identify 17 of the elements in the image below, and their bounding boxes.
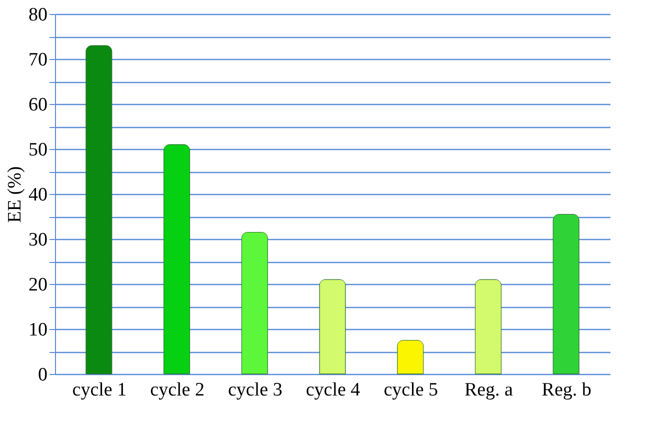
y-tick-label: 50 [28,140,48,160]
x-tick-label: Reg. b [542,380,592,400]
y-tick-label: 30 [28,230,48,250]
x-tick-label: Reg. a [464,380,514,400]
x-tick-label: cycle 5 [384,380,438,400]
y-tick-label: 70 [28,50,48,70]
y-tick-label: 0 [38,364,48,386]
y-tick-label: 60 [28,94,48,116]
y-tick-label: 20 [28,274,48,296]
y-tick-label: 40 [28,184,48,206]
x-tick-label: cycle 2 [150,380,204,400]
x-tick-label: cycle 4 [306,380,361,400]
y-tick-label: 10 [28,320,48,340]
y-axis-title: EE (%) [4,166,26,223]
y-tick-label: 80 [28,4,48,26]
x-tick-label: cycle 3 [228,380,282,400]
x-tick-label: cycle 1 [72,380,127,400]
